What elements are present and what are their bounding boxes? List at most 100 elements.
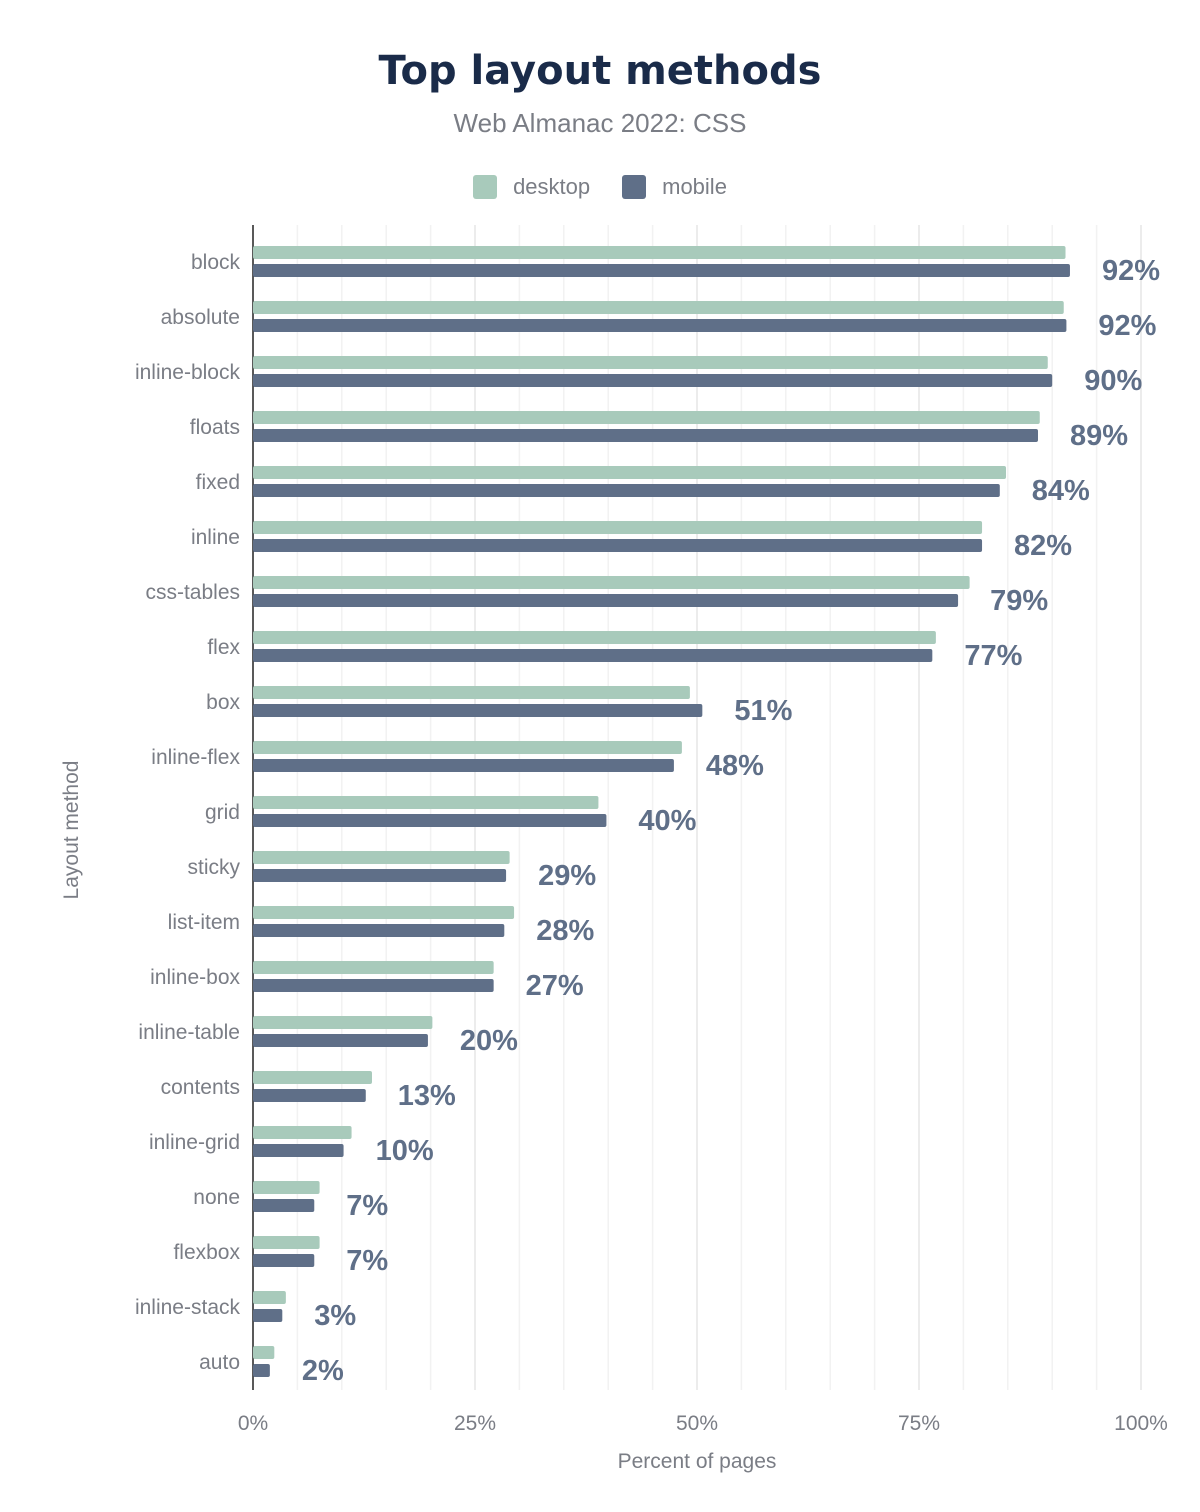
data-label: 82% (1014, 530, 1072, 562)
category-label: fixed (196, 471, 240, 494)
x-tick-label: 0% (238, 1412, 268, 1435)
category-label: box (206, 691, 240, 714)
data-label: 51% (734, 695, 792, 727)
bar-mobile (253, 704, 703, 717)
x-tick-label: 25% (454, 1412, 496, 1435)
data-label: 79% (990, 585, 1048, 617)
category-label: contents (161, 1076, 240, 1099)
category-label: flex (207, 636, 240, 659)
category-label: flexbox (173, 1241, 240, 1264)
bar-desktop (253, 576, 970, 589)
x-tick-label: 50% (676, 1412, 718, 1435)
data-label: 7% (346, 1190, 388, 1222)
category-label: inline-box (150, 966, 240, 989)
data-label: 3% (314, 1300, 356, 1332)
category-label: none (193, 1186, 240, 1209)
legend-swatch-mobile (622, 175, 647, 199)
bar-desktop (253, 796, 599, 809)
category-label: list-item (168, 911, 240, 934)
category-label: inline-table (138, 1021, 240, 1044)
data-label: 20% (460, 1025, 518, 1057)
data-label: 2% (302, 1355, 344, 1387)
category-label: auto (199, 1351, 240, 1374)
chart-subtitle: Web Almanac 2022: CSS (453, 108, 747, 138)
bar-desktop (253, 521, 983, 534)
category-label: css-tables (145, 581, 240, 604)
data-label: 40% (638, 805, 696, 837)
category-label: inline-grid (149, 1131, 240, 1154)
bar-mobile (253, 1144, 344, 1157)
chart-title: Top layout methods (378, 48, 822, 94)
legend-label-desktop: desktop (513, 174, 591, 199)
data-label: 7% (346, 1245, 388, 1277)
category-label: grid (205, 801, 240, 824)
bar-mobile (253, 649, 933, 662)
category-label: absolute (161, 306, 240, 329)
bar-desktop (253, 246, 1066, 259)
bar-desktop (253, 411, 1040, 424)
bar-mobile (253, 1254, 315, 1267)
bar-mobile (253, 539, 983, 552)
category-label: inline-stack (135, 1296, 241, 1319)
bar-mobile (253, 319, 1067, 332)
legend-item-mobile[interactable]: mobile (622, 174, 727, 200)
bar-mobile (253, 1089, 366, 1102)
bar-mobile (253, 1034, 428, 1047)
data-label: 90% (1084, 365, 1142, 397)
bar-mobile (253, 869, 507, 882)
bar-desktop (253, 1126, 352, 1139)
data-label: 92% (1098, 310, 1156, 342)
bar-mobile (253, 484, 1000, 497)
bar-desktop (253, 356, 1048, 369)
legend-label-mobile: mobile (662, 174, 727, 199)
bar-desktop (253, 631, 936, 644)
bar-mobile (253, 429, 1038, 442)
data-label: 13% (398, 1080, 456, 1112)
x-axis-label: Percent of pages (617, 1450, 777, 1473)
bar-desktop (253, 301, 1064, 314)
bar-mobile (253, 924, 505, 937)
legend-item-desktop[interactable]: desktop (473, 174, 590, 200)
bar-desktop (253, 1016, 433, 1029)
data-label: 84% (1032, 475, 1090, 507)
data-label: 48% (706, 750, 764, 782)
bar-mobile (253, 374, 1053, 387)
bar-desktop (253, 1346, 275, 1359)
data-label: 27% (526, 970, 584, 1002)
bar-mobile (253, 979, 494, 992)
x-tick-label: 75% (898, 1412, 940, 1435)
category-label: inline-flex (151, 746, 240, 769)
bar-desktop (253, 1236, 320, 1249)
bar-mobile (253, 759, 674, 772)
data-label: 10% (376, 1135, 434, 1167)
bar-mobile (253, 1364, 270, 1377)
category-label: floats (190, 416, 240, 439)
x-tick-label: 100% (1114, 1412, 1168, 1435)
data-label: 28% (536, 915, 594, 947)
category-label: inline-block (135, 361, 241, 384)
bar-desktop (253, 686, 690, 699)
category-label: sticky (188, 856, 241, 879)
bar-desktop (253, 851, 510, 864)
data-label: 29% (538, 860, 596, 892)
bar-desktop (253, 466, 1007, 479)
bar-desktop (253, 741, 682, 754)
bar-desktop (253, 1181, 320, 1194)
bar-desktop (253, 961, 494, 974)
bar-desktop (253, 1291, 286, 1304)
legend: desktop mobile (0, 174, 1200, 200)
bar-mobile (253, 814, 607, 827)
bar-desktop (253, 1071, 372, 1084)
category-label: inline (191, 526, 240, 549)
bar-mobile (253, 594, 959, 607)
bar-desktop (253, 906, 515, 919)
category-label: block (191, 251, 241, 274)
data-label: 77% (964, 640, 1022, 672)
data-label: 89% (1070, 420, 1128, 452)
data-label: 92% (1102, 255, 1160, 287)
bar-mobile (253, 1309, 283, 1322)
bar-mobile (253, 1199, 315, 1212)
bar-mobile (253, 264, 1070, 277)
legend-swatch-desktop (473, 175, 498, 199)
